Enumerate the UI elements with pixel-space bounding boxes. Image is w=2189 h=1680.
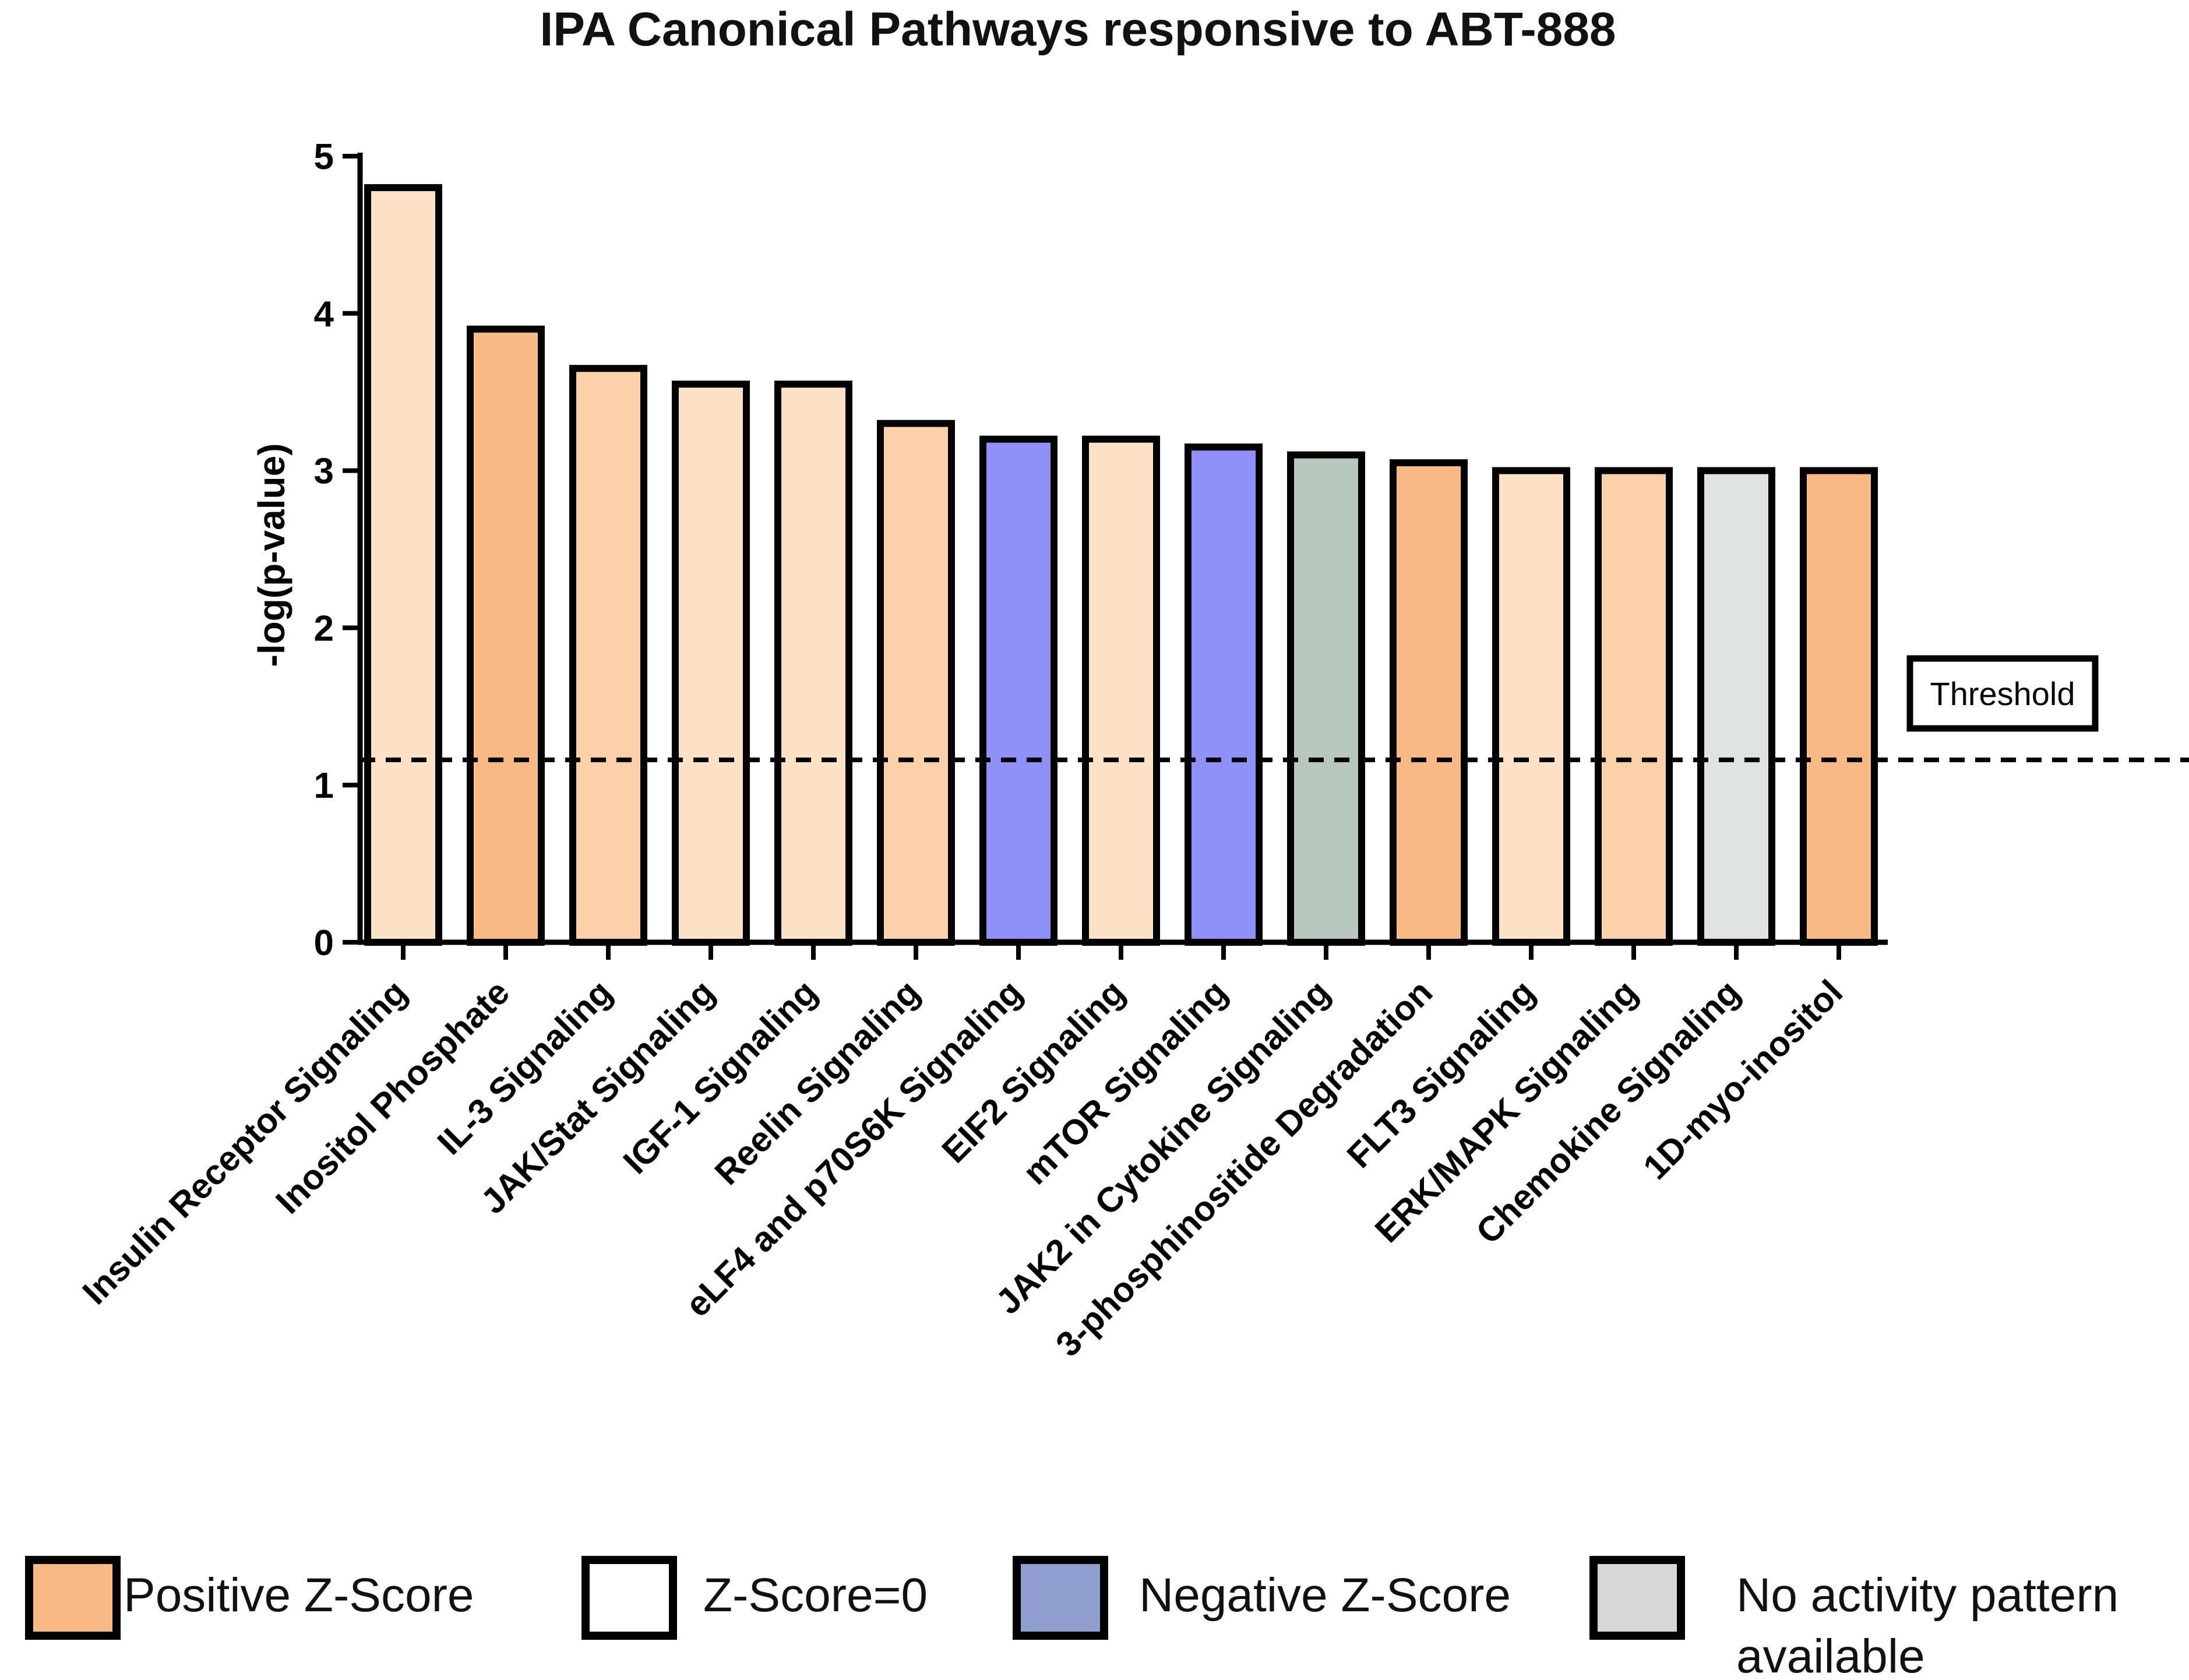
bar-8: [1185, 443, 1263, 946]
legend-label-3: No activity pattern available: [1736, 1569, 2118, 1680]
y-tick-label-1: 1: [314, 766, 334, 806]
legend-label-2: Negative Z-Score: [1139, 1569, 1511, 1622]
threshold-box: [1906, 655, 2099, 732]
y-axis-label: -log(p-value): [251, 443, 292, 667]
category-label-10: 3-phosphinositide Degradation: [1048, 973, 1440, 1364]
legend-swatch-2: [1013, 1556, 1108, 1640]
bar-3: [672, 381, 750, 946]
bar-0: [364, 184, 442, 946]
legend-swatch-0: [25, 1556, 121, 1640]
bar-13: [1697, 467, 1775, 946]
bar-1: [467, 325, 545, 946]
bars: [364, 184, 1878, 946]
bar-9: [1287, 451, 1365, 946]
legend-swatch-3: [1589, 1556, 1685, 1640]
chart-title: IPA Canonical Pathways responsive to ABT…: [540, 3, 1616, 56]
bar-14: [1800, 467, 1878, 946]
category-label-2: IL-3 Signaling: [430, 973, 620, 1163]
bar-5: [877, 420, 955, 946]
category-label-4: IGF-1 Signaling: [616, 973, 825, 1182]
axes: 0 1 2 3 4 5 -log(p-value): [251, 137, 1888, 963]
bar-7: [1082, 435, 1160, 946]
legend-label-1: Z-Score=0: [703, 1569, 928, 1622]
bar-10: [1390, 459, 1468, 946]
category-label-11: FLT3 Signaling: [1340, 973, 1542, 1175]
category-label-7: EIF2 Signaling: [935, 973, 1133, 1171]
y-tick-label-4: 4: [314, 294, 334, 334]
y-tick-label-2: 2: [314, 608, 334, 649]
y-tick-label-5: 5: [314, 137, 334, 177]
threshold: Threshold: [360, 655, 2189, 763]
legend-label-0: Positive Z-Score: [124, 1569, 474, 1622]
legend-swatch-1: [581, 1556, 677, 1640]
threshold-label: Threshold: [1930, 675, 2075, 712]
bar-2: [569, 365, 647, 946]
y-tick-label-0: 0: [314, 923, 334, 963]
legend: Positive Z-Score Z-Score=0 Negative Z-Scor…: [25, 1556, 2118, 1680]
bar-11: [1492, 467, 1570, 946]
bar-6: [979, 435, 1058, 946]
y-tick-label-3: 3: [314, 452, 334, 492]
bar-12: [1595, 467, 1673, 946]
bar-4: [774, 381, 852, 946]
